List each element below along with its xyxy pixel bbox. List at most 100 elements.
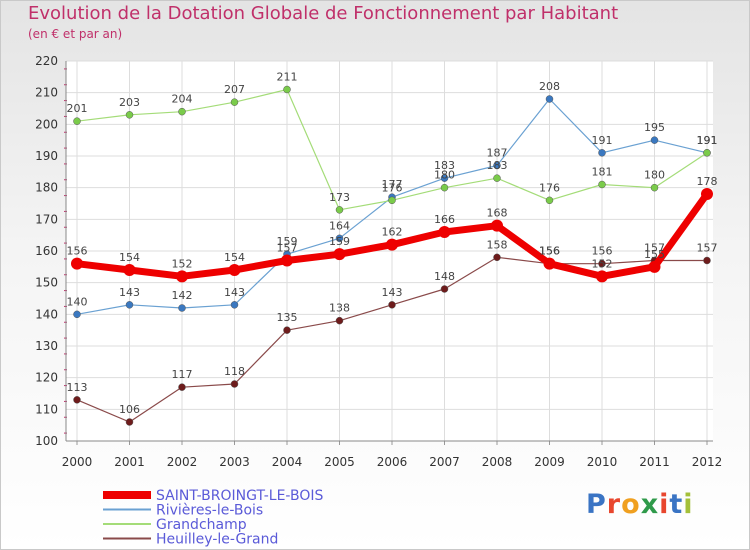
data-label: 191: [697, 134, 718, 147]
data-label: 157: [644, 242, 665, 255]
logo-letter: i: [659, 489, 670, 520]
data-label: 183: [434, 159, 455, 172]
legend-label: SAINT-BROINGT-LE-BOIS: [156, 488, 323, 504]
data-label: 176: [539, 181, 560, 194]
x-tick-label: 2006: [377, 455, 408, 469]
data-point: [73, 396, 81, 404]
chart-subtitle: (en € et par an): [28, 27, 123, 41]
y-tick-label: 120: [35, 371, 58, 385]
data-point: [73, 310, 81, 319]
data-label: 162: [382, 226, 403, 239]
data-label: 156: [539, 245, 560, 258]
data-point: [545, 95, 554, 103]
x-tick-label: 2007: [429, 455, 460, 469]
x-tick-label: 2010: [587, 455, 618, 469]
data-point: [438, 226, 451, 238]
logo-letter: i: [683, 489, 694, 520]
y-tick-label: 110: [35, 402, 58, 416]
data-point: [650, 183, 659, 192]
data-point: [335, 234, 344, 243]
data-label: 166: [434, 213, 455, 226]
data-label: 168: [487, 207, 508, 220]
y-tick-label: 100: [35, 434, 58, 448]
data-point: [123, 264, 136, 276]
data-label: 140: [67, 295, 88, 308]
data-point: [701, 188, 713, 200]
legend-item: Rivières-le-Bois: [103, 503, 263, 519]
data-point: [73, 117, 81, 125]
data-label: 118: [224, 365, 245, 378]
data-point: [493, 174, 501, 182]
data-point: [598, 149, 606, 157]
data-point: [440, 285, 449, 293]
x-tick-label: 2012: [692, 455, 723, 469]
data-label: 158: [487, 238, 508, 251]
data-point: [598, 259, 606, 268]
data-label: 143: [382, 286, 403, 299]
x-tick-label: 2002: [167, 455, 198, 469]
y-tick-label: 160: [35, 244, 58, 258]
data-point: [71, 257, 83, 270]
data-label: 187: [487, 147, 508, 160]
data-label: 191: [592, 134, 613, 147]
x-tick-label: 2004: [272, 455, 303, 469]
data-point: [596, 270, 608, 283]
legend: SAINT-BROINGT-LE-BOISRivières-le-BoisGra…: [103, 488, 323, 548]
data-point: [388, 301, 396, 309]
data-point: [335, 206, 344, 214]
data-label: 152: [172, 257, 193, 270]
data-label: 156: [67, 245, 88, 258]
data-point: [281, 254, 293, 267]
data-point: [283, 85, 291, 94]
data-label: 183: [487, 159, 508, 172]
data-label: 142: [172, 289, 193, 302]
data-label: 157: [697, 242, 718, 255]
data-point: [388, 196, 396, 205]
data-point: [440, 174, 449, 182]
data-point: [230, 380, 239, 388]
data-label: 191: [697, 134, 718, 147]
data-point: [386, 238, 398, 251]
x-tick-label: 2005: [324, 455, 355, 469]
data-label: 155: [644, 248, 665, 261]
legend-item: SAINT-BROINGT-LE-BOIS: [103, 488, 323, 504]
data-label: 154: [224, 251, 245, 264]
data-point: [178, 107, 186, 116]
data-label: 203: [119, 96, 140, 109]
legend-label: Grandchamp: [156, 517, 247, 533]
data-point: [333, 248, 346, 261]
data-label: 211: [277, 71, 298, 84]
legend-item: Grandchamp: [103, 517, 247, 533]
data-label: 157: [277, 242, 298, 255]
x-tick-label: 2009: [534, 455, 565, 469]
legend-label: Rivières-le-Bois: [156, 503, 263, 519]
data-point: [335, 316, 344, 325]
logo-letter: r: [606, 489, 622, 520]
x-tick-label: 2000: [62, 455, 93, 469]
data-point: [440, 183, 449, 192]
logo-letter: P: [586, 489, 607, 520]
data-label: 204: [172, 93, 193, 106]
data-label: 156: [592, 245, 613, 258]
y-tick-label: 140: [35, 307, 58, 321]
data-label: 106: [119, 403, 140, 416]
data-label: 143: [224, 286, 245, 299]
y-tick-label: 180: [35, 181, 58, 195]
data-point: [491, 219, 503, 232]
data-label: 117: [172, 368, 193, 381]
data-label: 208: [539, 80, 560, 93]
series-grandchamp: [73, 85, 711, 214]
data-point: [125, 301, 134, 309]
data-label: 173: [329, 191, 350, 204]
data-point: [228, 264, 241, 276]
data-label: 176: [382, 181, 403, 194]
data-point: [703, 256, 711, 265]
data-point: [125, 418, 134, 426]
logo-letter: x: [640, 489, 660, 520]
data-label: 207: [224, 83, 245, 96]
legend-item: Heuilley-le-Grand: [103, 532, 278, 548]
legend-label: Heuilley-le-Grand: [156, 532, 278, 548]
data-point: [543, 257, 556, 270]
